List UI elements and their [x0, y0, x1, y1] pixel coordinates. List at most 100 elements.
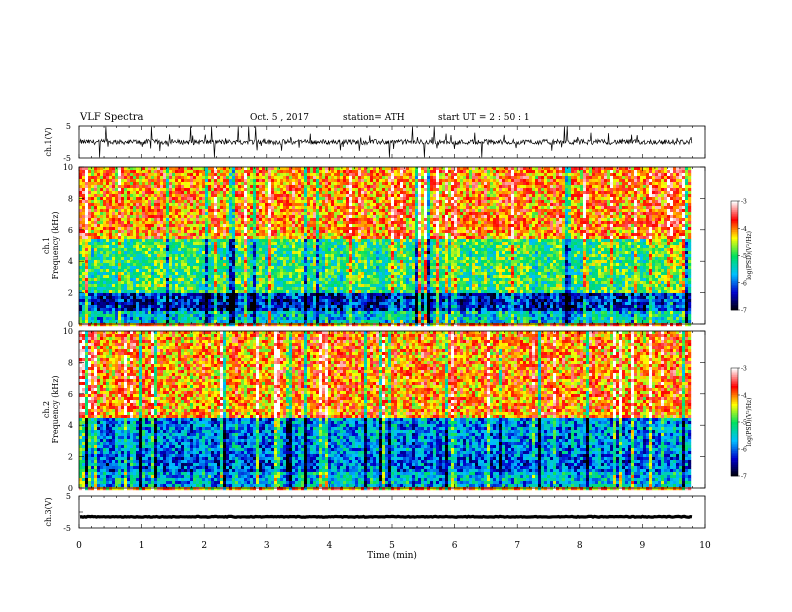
spectro-cell	[106, 251, 109, 254]
spectro-cell	[247, 206, 250, 209]
spectro-cell	[88, 167, 91, 170]
spectro-cell	[166, 260, 169, 263]
spectro-cell	[232, 239, 235, 242]
spectro-cell	[271, 167, 274, 170]
spectro-cell	[133, 293, 136, 296]
spectro-cell	[118, 293, 121, 296]
spectro-cell	[253, 233, 256, 236]
spectro-cell	[202, 263, 205, 266]
spectro-cell	[346, 209, 349, 212]
spectro-cell	[304, 272, 307, 275]
spectro-cell	[91, 272, 94, 275]
spectro-cell	[184, 314, 187, 317]
spectro-cell	[172, 296, 175, 299]
spectro-cell	[178, 266, 181, 269]
spectro-cell	[82, 239, 85, 242]
spectro-cell	[190, 311, 193, 314]
spectro-cell	[145, 251, 148, 254]
spectro-cell	[103, 323, 106, 326]
spectro-cell	[139, 179, 142, 182]
spectro-cell	[121, 212, 124, 215]
spectro-cell	[136, 209, 139, 212]
spectro-cell	[307, 191, 310, 194]
spectro-cell	[136, 290, 139, 293]
spectro-cell	[88, 284, 91, 287]
spectro-cell	[181, 281, 184, 284]
spectro-cell	[190, 230, 193, 233]
spectro-cell	[283, 167, 286, 170]
spectro-cell	[316, 281, 319, 284]
spectro-cell	[196, 233, 199, 236]
spectro-cell	[271, 314, 274, 317]
spectro-cell	[175, 317, 178, 320]
spectro-cell	[187, 188, 190, 191]
spectro-cell	[283, 248, 286, 251]
spectro-cell	[142, 287, 145, 290]
spectro-cell	[133, 209, 136, 212]
spectro-cell	[106, 182, 109, 185]
spectro-cell	[334, 188, 337, 191]
spectro-cell	[346, 200, 349, 203]
spectro-cell	[205, 269, 208, 272]
spectro-cell	[91, 197, 94, 200]
spectro-cell	[268, 278, 271, 281]
spectro-cell	[202, 296, 205, 299]
spectro-cell	[316, 176, 319, 179]
spectro-cell	[181, 284, 184, 287]
spectro-cell	[148, 278, 151, 281]
spectro-cell	[295, 236, 298, 239]
spectro-cell	[109, 224, 112, 227]
spectro-cell	[247, 275, 250, 278]
spectro-cell	[253, 218, 256, 221]
spectro-cell	[355, 182, 358, 185]
spectro-cell	[268, 188, 271, 191]
spectro-cell	[127, 266, 130, 269]
spectro-cell	[148, 197, 151, 200]
spectro-cell	[148, 209, 151, 212]
spectro-cell	[202, 308, 205, 311]
spectro-cell	[196, 257, 199, 260]
spectro-cell	[124, 167, 127, 170]
spectro-cell	[109, 299, 112, 302]
spectro-cell	[178, 215, 181, 218]
spectro-cell	[103, 317, 106, 320]
spectro-cell	[301, 197, 304, 200]
spectro-cell	[334, 170, 337, 173]
spectro-cell	[274, 281, 277, 284]
spectro-cell	[328, 206, 331, 209]
spectro-cell	[211, 185, 214, 188]
spectro-cell	[268, 293, 271, 296]
spectro-cell	[148, 254, 151, 257]
spectro-cell	[85, 227, 88, 230]
spectro-cell	[286, 179, 289, 182]
spectro-cell	[319, 263, 322, 266]
spectro-cell	[241, 200, 244, 203]
spectro-cell	[109, 293, 112, 296]
spectro-cell	[238, 167, 241, 170]
spectro-cell	[124, 188, 127, 191]
spectro-cell	[349, 257, 352, 260]
spectro-cell	[346, 278, 349, 281]
spectro-cell	[133, 227, 136, 230]
spectro-cell	[160, 284, 163, 287]
spectro-cell	[172, 218, 175, 221]
spectro-cell	[139, 272, 142, 275]
spectro-cell	[271, 287, 274, 290]
spectro-cell	[268, 203, 271, 206]
spectro-cell	[88, 203, 91, 206]
spectro-cell	[316, 257, 319, 260]
spectro-cell	[94, 194, 97, 197]
spectro-cell	[229, 275, 232, 278]
spectro-cell	[283, 191, 286, 194]
spectro-cell	[91, 191, 94, 194]
spectro-cell	[316, 308, 319, 311]
spectro-cell	[223, 278, 226, 281]
spectro-cell	[304, 251, 307, 254]
spectro-cell	[202, 176, 205, 179]
spectro-cell	[79, 191, 82, 194]
spectro-cell	[316, 287, 319, 290]
spectro-cell	[247, 266, 250, 269]
spectro-cell	[229, 305, 232, 308]
spectro-cell	[124, 305, 127, 308]
spectro-cell	[154, 194, 157, 197]
